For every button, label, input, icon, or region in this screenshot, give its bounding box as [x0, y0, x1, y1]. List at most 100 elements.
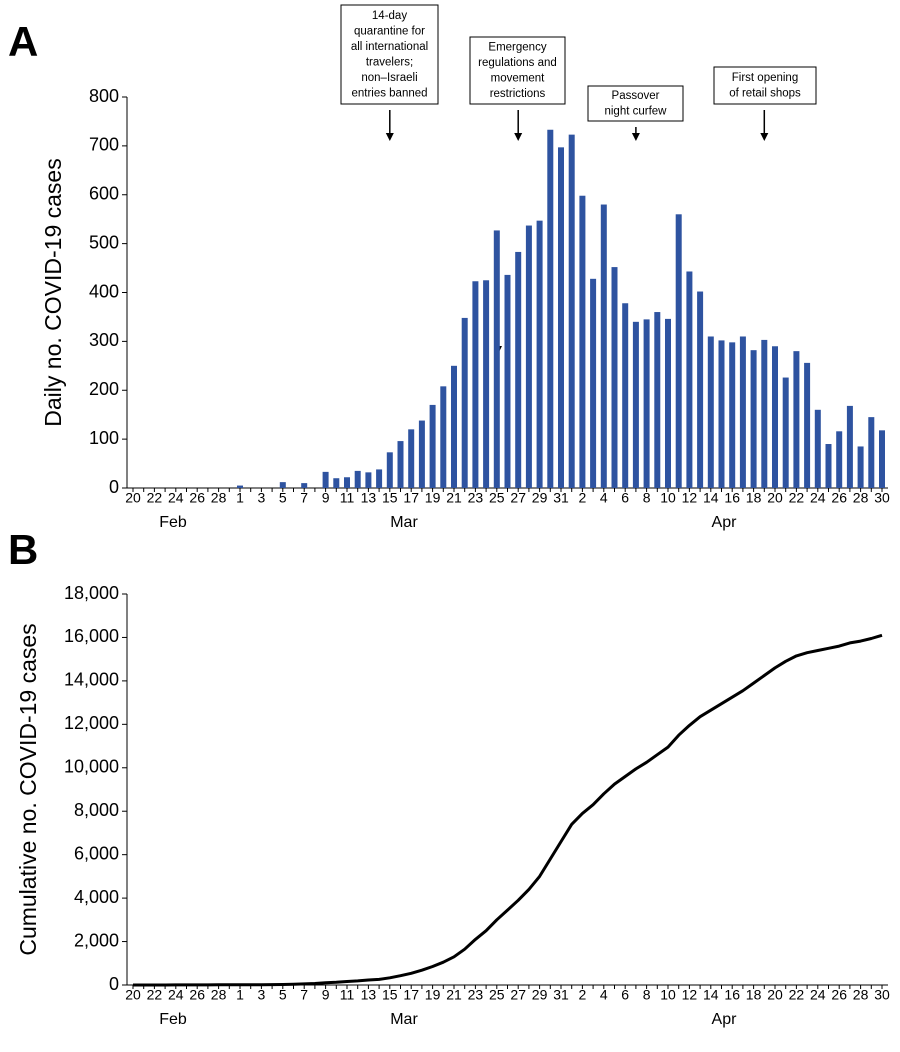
y-tick-label: 300 [89, 330, 119, 350]
bar [558, 147, 564, 488]
bar [376, 469, 383, 488]
annotation-text: quarantine for [354, 25, 425, 37]
bar [643, 319, 650, 488]
x-tick-label: 28 [211, 490, 227, 506]
x-tick-label: 20 [125, 987, 141, 1003]
x-tick-label: 24 [168, 490, 184, 506]
bar [579, 195, 586, 489]
x-tick-label: 17 [403, 987, 419, 1003]
x-tick-label: 4 [600, 490, 608, 506]
x-tick-label: 16 [724, 987, 740, 1003]
annotation-text: night curfew [604, 105, 667, 117]
bar [365, 472, 372, 488]
bar [782, 377, 789, 488]
annotation-text: regulations and [478, 57, 557, 69]
x-tick-label: 18 [746, 987, 762, 1003]
y-tick-label: 4,000 [74, 887, 119, 907]
x-tick-label: 25 [489, 490, 505, 506]
x-tick-label: 22 [147, 987, 163, 1003]
x-tick-label: 4 [600, 987, 608, 1003]
bar [386, 452, 393, 488]
month-label: Mar [390, 1011, 418, 1028]
x-tick-label: 12 [682, 987, 698, 1003]
x-tick-label: 23 [468, 490, 484, 506]
x-tick-label: 26 [831, 987, 847, 1003]
bar [333, 478, 340, 488]
annotation-text: all international [351, 41, 428, 53]
x-tick-label: 27 [510, 490, 526, 506]
x-tick-label: 10 [660, 490, 676, 506]
x-tick-label: 18 [746, 490, 762, 506]
bar [279, 482, 286, 488]
x-tick-label: 27 [510, 987, 526, 1003]
y-tick-label: 16,000 [64, 626, 119, 646]
y-tick-label: 800 [89, 86, 119, 106]
bar [472, 281, 479, 488]
x-tick-label: 10 [660, 987, 676, 1003]
month-label: Feb [159, 1011, 187, 1028]
x-tick-label: 31 [553, 987, 569, 1003]
x-tick-label: 1 [236, 987, 244, 1003]
y-tick-label: 500 [89, 232, 119, 252]
bar [568, 134, 575, 489]
bar [739, 336, 746, 488]
x-tick-label: 9 [322, 987, 330, 1003]
x-tick-label: 8 [643, 490, 651, 506]
annotation-text: non–Israeli [361, 72, 417, 84]
x-tick-label: 20 [767, 987, 783, 1003]
x-tick-label: 28 [853, 987, 869, 1003]
x-tick-label: 26 [831, 490, 847, 506]
bar [397, 441, 404, 488]
x-tick-label: 19 [425, 490, 441, 506]
bar [451, 365, 457, 488]
x-tick-label: 14 [703, 987, 719, 1003]
x-tick-label: 28 [853, 490, 869, 506]
annotation-box [469, 36, 566, 105]
y-tick-label: 12,000 [64, 713, 119, 733]
x-tick-label: 21 [446, 987, 462, 1003]
bar [761, 339, 768, 488]
x-tick-label: 7 [300, 490, 308, 506]
bar [461, 317, 468, 488]
x-tick-label: 28 [211, 987, 227, 1003]
panel-label: A [8, 18, 38, 65]
y-tick-label: 0 [109, 477, 119, 497]
x-tick-label: 21 [446, 490, 462, 506]
bar [301, 483, 308, 488]
annotation-box [587, 85, 684, 122]
x-tick-label: 8 [643, 987, 651, 1003]
bar [525, 225, 532, 488]
x-tick-label: 26 [189, 490, 205, 506]
y-tick-label: 8,000 [74, 800, 119, 820]
bar [846, 405, 853, 488]
x-tick-label: 20 [767, 490, 783, 506]
x-tick-label: 17 [403, 490, 419, 506]
y-tick-label: 700 [89, 135, 119, 155]
y-tick-label: 0 [109, 974, 119, 994]
annotation-box [340, 4, 439, 105]
x-tick-label: 22 [147, 490, 163, 506]
x-tick-label: 24 [168, 987, 184, 1003]
y-tick-label: 400 [89, 281, 119, 301]
x-tick-label: 24 [810, 490, 826, 506]
x-tick-label: 1 [236, 490, 244, 506]
bar [750, 350, 757, 488]
y-tick-label: 14,000 [64, 670, 119, 690]
bar [793, 351, 800, 488]
bar [879, 430, 885, 488]
bar [237, 485, 243, 488]
y-tick-label: 100 [89, 428, 119, 448]
line [133, 633, 883, 987]
bar [772, 346, 778, 488]
annotation-text: entries banned [351, 87, 427, 99]
x-tick-label: 2 [579, 490, 587, 506]
bar [804, 362, 811, 488]
annotation-text: Passover [612, 90, 660, 102]
y-tick-label: 200 [89, 379, 119, 399]
y-tick-label: 6,000 [74, 843, 119, 863]
bar [322, 471, 329, 488]
x-tick-label: 16 [724, 490, 740, 506]
bar [493, 230, 500, 488]
y-tick-label: 18,000 [64, 583, 119, 603]
